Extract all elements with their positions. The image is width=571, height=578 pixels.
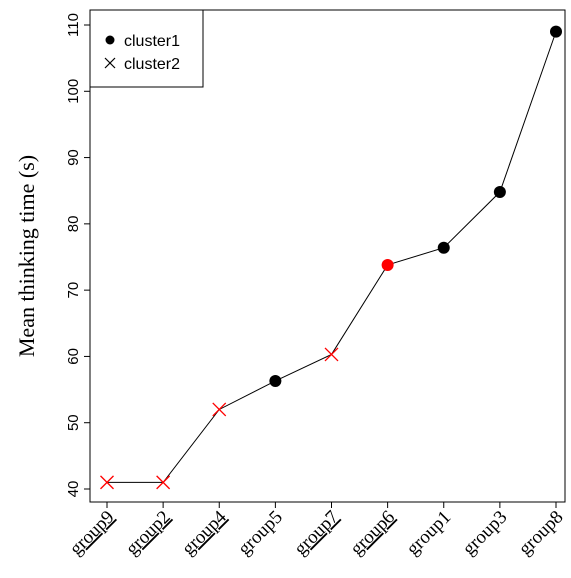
legend-cluster1-marker [105, 35, 115, 45]
x-tick-label: group4 [178, 506, 231, 559]
point-group4 [212, 402, 227, 417]
x-tick-label: group1 [402, 507, 455, 560]
y-tick-label: 50 [65, 414, 82, 431]
point-group8 [550, 25, 562, 38]
y-axis-label: Mean thinking time (s) [14, 155, 39, 357]
point-group9 [100, 475, 114, 490]
y-tick-label: 90 [65, 149, 82, 166]
legend-cluster2-marker [104, 57, 116, 69]
x-tick-label: group6 [346, 507, 399, 560]
point-group7 [324, 347, 339, 362]
legend-box [89, 9, 204, 88]
y-tick-label: 40 [65, 481, 82, 498]
series-line [107, 31, 557, 483]
y-tick-label: 80 [65, 216, 82, 233]
x-tick-label: group9 [66, 507, 119, 560]
y-tick-label: 100 [65, 79, 82, 104]
y-axis: 40 50 60 70 80 90 100 110 [65, 13, 90, 497]
x-tick-label: group7 [290, 507, 343, 560]
x-axis: group9 group2 group4 group5 group7 group6 grou… [66, 502, 568, 560]
series-polyline [107, 31, 557, 483]
point-group2 [156, 475, 171, 490]
y-tick-label: 60 [65, 348, 82, 365]
legend-cluster1-label: cluster1 [124, 33, 180, 50]
point-group5 [269, 374, 282, 387]
x-tick-label: group3 [458, 507, 511, 560]
x-tick-label: group2 [122, 507, 175, 560]
legend-cluster2-label: cluster2 [124, 56, 180, 73]
x-tick-label: group8 [515, 507, 568, 560]
plot-frame [89, 9, 566, 503]
point-group6 [381, 258, 394, 271]
point-group1 [437, 241, 450, 254]
data-points [100, 25, 562, 490]
x-tick-label: group5 [234, 507, 287, 560]
y-tick-label: 110 [65, 13, 82, 37]
legend: cluster1 cluster2 [89, 9, 204, 88]
point-group3 [493, 186, 506, 199]
y-tick-label: 70 [65, 282, 82, 299]
